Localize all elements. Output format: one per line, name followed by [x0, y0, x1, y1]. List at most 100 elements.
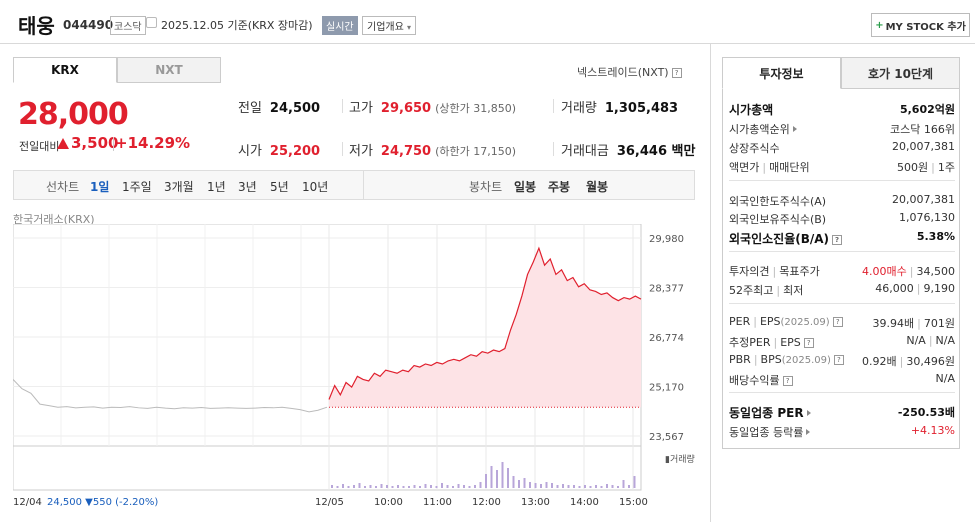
divider [729, 303, 955, 304]
row-value-text: 9,190 [923, 282, 956, 295]
candle-monthly[interactable]: 월봉 [586, 180, 609, 194]
period-1y[interactable]: 1년 [207, 180, 226, 194]
row-value: N/A | N/A [906, 334, 955, 347]
row-dividend: 배당수익률? N/A [729, 372, 955, 388]
row-market-cap-rank[interactable]: 시가총액순위 코스닥 166위 [729, 121, 955, 137]
realtime-button[interactable]: 실시간 [322, 16, 358, 35]
exchange-tabs: KRX NXT [13, 57, 221, 83]
x-tick-label: 12/05 [315, 497, 344, 508]
y-tick-label: 29,980 [649, 234, 684, 245]
chart-period-bar: 선차트 1일 1주일 3개월 1년 3년 5년 10년 봉차트 일봉 주봉 월봉 [13, 170, 695, 200]
help-icon[interactable]: ? [671, 68, 682, 78]
row-opinion: 투자의견 | 목표주가 4.00매수 | 34,500 [729, 263, 955, 279]
period-1d[interactable]: 1일 [90, 180, 110, 194]
row-key-text: EPS [780, 336, 801, 349]
volume-bar [540, 484, 542, 488]
row-industry-per[interactable]: 동일업종 PER -250.53배 [729, 404, 955, 421]
period-3m[interactable]: 3개월 [164, 180, 194, 194]
volume-bar [430, 485, 432, 488]
tab-order-book[interactable]: 호가 10단계 [841, 57, 960, 89]
candle-chart-heading: 봉차트 [469, 180, 503, 194]
volume-bar [380, 484, 383, 488]
row-value-text: 1주 [937, 161, 955, 174]
prev-day-line [13, 379, 328, 413]
volume-bar [567, 485, 570, 488]
stat-label: 고가 [349, 101, 373, 116]
volume-bar [397, 485, 399, 488]
upper-limit: (상한가 31,850) [435, 102, 517, 115]
row-key-date: (2025.09) [780, 317, 830, 328]
help-icon[interactable]: ? [832, 317, 843, 327]
stat-value: 24,750 [380, 144, 432, 159]
period-1w[interactable]: 1주일 [122, 180, 152, 194]
volume-bar [496, 470, 498, 488]
help-icon[interactable]: ? [803, 338, 814, 348]
volume-bar [342, 484, 344, 488]
row-key: 시가총액순위 [729, 121, 797, 137]
period-3y[interactable]: 3년 [238, 180, 257, 194]
stat-label: 거래대금 [561, 144, 609, 159]
x-tick-label: 12/04 [13, 497, 42, 508]
row-value: 39.94배 | 701원 [872, 317, 955, 330]
row-key-date: (2025.09) [781, 355, 831, 366]
row-key-text: 52주최고 [729, 284, 774, 297]
volume-bar [485, 474, 487, 488]
x-tick-label: 11:00 [423, 497, 452, 508]
y-tick-label: 25,170 [649, 383, 684, 394]
row-est-per: 추정PER | EPS? N/A | N/A [729, 334, 955, 350]
volume-bar [551, 483, 553, 488]
stat-value: 24,500 [269, 101, 321, 116]
row-value-text: N/A [935, 334, 955, 347]
row-value: -250.53배 [897, 406, 955, 419]
x-tick-label: 14:00 [570, 497, 599, 508]
corp-info-dropdown[interactable]: 기업개요 ▾ [362, 16, 417, 35]
volume-legend: ▮거래량 [665, 453, 695, 465]
row-industry-change[interactable]: 동일업종 등락률 +4.13% [729, 424, 955, 440]
triangle-up-icon [57, 138, 69, 149]
stat-label: 전일 [238, 101, 262, 116]
divider [342, 142, 343, 156]
row-key: 배당수익률? [729, 372, 793, 388]
volume-bar [501, 462, 504, 488]
arrow-right-icon [806, 429, 811, 435]
volume-bar [347, 486, 350, 488]
row-foreign-rate: 외국인소진율(B/A)? 5.38% [729, 230, 955, 247]
help-icon[interactable]: ? [832, 234, 843, 245]
tab-invest-info[interactable]: 투자정보 [722, 57, 841, 89]
row-value-text: 500원 [897, 161, 929, 174]
row-key: 동일업종 PER [729, 404, 811, 421]
volume-bar [573, 485, 575, 488]
line-chart-heading: 선차트 [46, 180, 80, 194]
volume-bar [512, 476, 515, 488]
period-5y[interactable]: 5년 [270, 180, 289, 194]
row-key: 추정PER | EPS? [729, 334, 814, 350]
divider [729, 392, 955, 393]
tab-krx[interactable]: KRX [13, 57, 117, 83]
divider [113, 137, 114, 151]
period-10y[interactable]: 10년 [302, 180, 329, 194]
intraday-price-chart[interactable]: 29,980 28,377 26,774 25,170 23,567 ▮거래량 12/04 1… [13, 224, 697, 522]
help-icon[interactable]: ? [833, 355, 844, 365]
volume-bar [457, 484, 460, 488]
row-value: 0.92배 | 30,496원 [862, 355, 955, 368]
prev-compare-label: 전일대비 [19, 140, 60, 153]
today-price-line [328, 246, 642, 400]
row-value: 46,000 | 9,190 [875, 282, 956, 295]
row-key: 상장주식수 [729, 142, 780, 155]
volume-bar [534, 483, 537, 488]
candle-daily[interactable]: 일봉 [514, 180, 537, 194]
volume-bar [446, 485, 449, 488]
volume-bar [386, 485, 388, 488]
row-key-text: PBR [729, 353, 751, 366]
candle-weekly[interactable]: 주봉 [548, 180, 571, 194]
help-icon[interactable]: ? [782, 376, 793, 386]
row-value-text: 0.92배 [862, 355, 897, 368]
tab-nxt[interactable]: NXT [117, 57, 221, 83]
volume-bar [413, 485, 416, 488]
add-mystock-button[interactable]: + MY STOCK 추가 [871, 13, 970, 37]
y-tick-label: 26,774 [649, 333, 684, 344]
row-key: PBR | BPS(2025.09)? [729, 353, 844, 369]
row-key-text: 최저 [783, 284, 804, 297]
volume-bar [331, 485, 333, 488]
nextrade-link[interactable]: 넥스트레이드(NXT)? [577, 64, 682, 80]
